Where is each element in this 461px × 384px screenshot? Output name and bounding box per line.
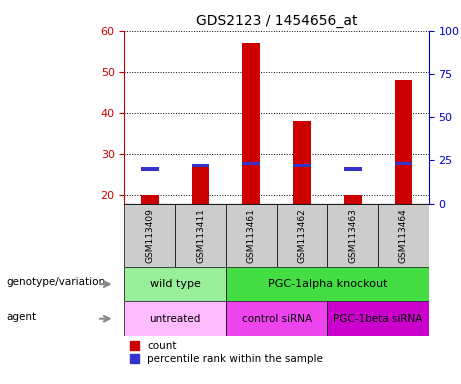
- Bar: [192, 167, 209, 204]
- Bar: [277, 204, 327, 267]
- Title: GDS2123 / 1454656_at: GDS2123 / 1454656_at: [196, 14, 357, 28]
- Bar: [175, 204, 226, 267]
- Bar: [378, 204, 429, 267]
- Bar: [242, 43, 260, 204]
- Text: GSM113411: GSM113411: [196, 208, 205, 263]
- Bar: [293, 164, 311, 167]
- Bar: [327, 204, 378, 267]
- Bar: [124, 267, 226, 301]
- Text: genotype/variation: genotype/variation: [6, 277, 106, 288]
- Text: PGC-1alpha knockout: PGC-1alpha knockout: [267, 279, 387, 289]
- Text: untreated: untreated: [149, 314, 201, 324]
- Text: GSM113461: GSM113461: [247, 208, 256, 263]
- Bar: [242, 162, 260, 166]
- Bar: [141, 195, 159, 204]
- Text: GSM113463: GSM113463: [348, 208, 357, 263]
- Bar: [226, 267, 429, 301]
- Text: agent: agent: [6, 312, 36, 322]
- Bar: [124, 204, 175, 267]
- Text: PGC-1beta siRNA: PGC-1beta siRNA: [333, 314, 423, 324]
- Bar: [124, 301, 226, 336]
- Bar: [395, 80, 412, 204]
- Bar: [344, 195, 361, 204]
- Bar: [327, 301, 429, 336]
- Text: wild type: wild type: [150, 279, 201, 289]
- Text: control siRNA: control siRNA: [242, 314, 312, 324]
- Bar: [226, 301, 327, 336]
- Legend: count, percentile rank within the sample: count, percentile rank within the sample: [130, 341, 323, 364]
- Bar: [141, 167, 159, 170]
- Bar: [395, 162, 412, 166]
- Text: GSM113409: GSM113409: [145, 208, 154, 263]
- Bar: [192, 164, 209, 167]
- Bar: [226, 204, 277, 267]
- Text: GSM113462: GSM113462: [297, 208, 307, 263]
- Bar: [344, 167, 361, 170]
- Text: GSM113464: GSM113464: [399, 208, 408, 263]
- Bar: [293, 121, 311, 204]
